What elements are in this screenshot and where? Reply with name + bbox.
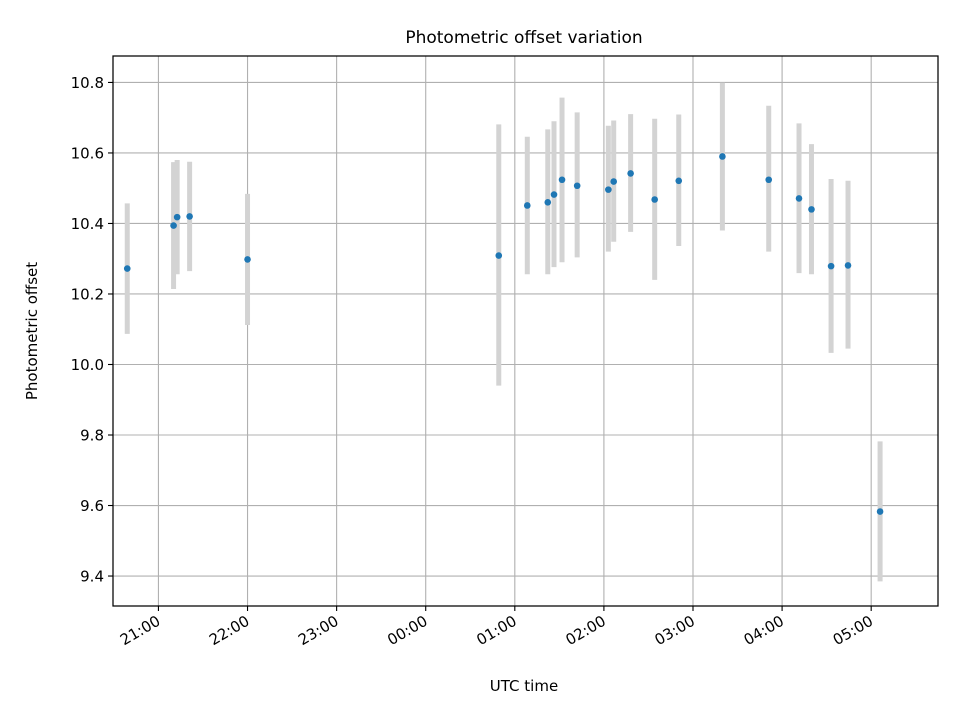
data-point [844, 262, 852, 269]
grid-lines [113, 56, 938, 606]
data-point [123, 265, 131, 272]
data-point [495, 252, 503, 259]
data-point [170, 222, 177, 229]
data-point [244, 256, 251, 263]
data-point [675, 177, 683, 185]
data-points [123, 153, 884, 515]
x-axis-title: UTC time [490, 677, 558, 695]
data-point [876, 508, 884, 515]
data-point [550, 191, 558, 198]
data-point [765, 176, 773, 184]
plot-area-frame [112, 55, 939, 607]
y-tick-label: 10.6 [71, 144, 104, 162]
data-point [719, 153, 726, 160]
data-point [573, 182, 581, 190]
data-point [605, 186, 612, 193]
y-tick-label: 9.4 [80, 568, 104, 586]
data-point [186, 213, 193, 220]
y-tick-label: 10.0 [71, 356, 104, 374]
y-axis-ticks: 9.4 9.6 9.8 10.0 10.2 10.4 10.6 10.8 [71, 74, 113, 586]
data-point [544, 199, 552, 206]
y-tick-label: 9.6 [80, 497, 104, 515]
data-point [827, 262, 835, 270]
y-tick-label: 10.8 [71, 74, 104, 92]
y-axis-title: Photometric offset [23, 262, 41, 400]
y-tick-label: 9.8 [80, 427, 104, 445]
data-point [610, 178, 618, 185]
data-point [627, 170, 634, 177]
y-tick-label: 10.2 [71, 285, 104, 303]
data-point [651, 196, 658, 203]
data-point [558, 176, 566, 184]
y-tick-label: 10.4 [71, 215, 104, 233]
data-point [795, 195, 803, 202]
data-point [173, 213, 181, 221]
data-point [808, 206, 815, 213]
data-point [523, 202, 531, 209]
chart-title: Photometric offset variation [405, 28, 642, 48]
